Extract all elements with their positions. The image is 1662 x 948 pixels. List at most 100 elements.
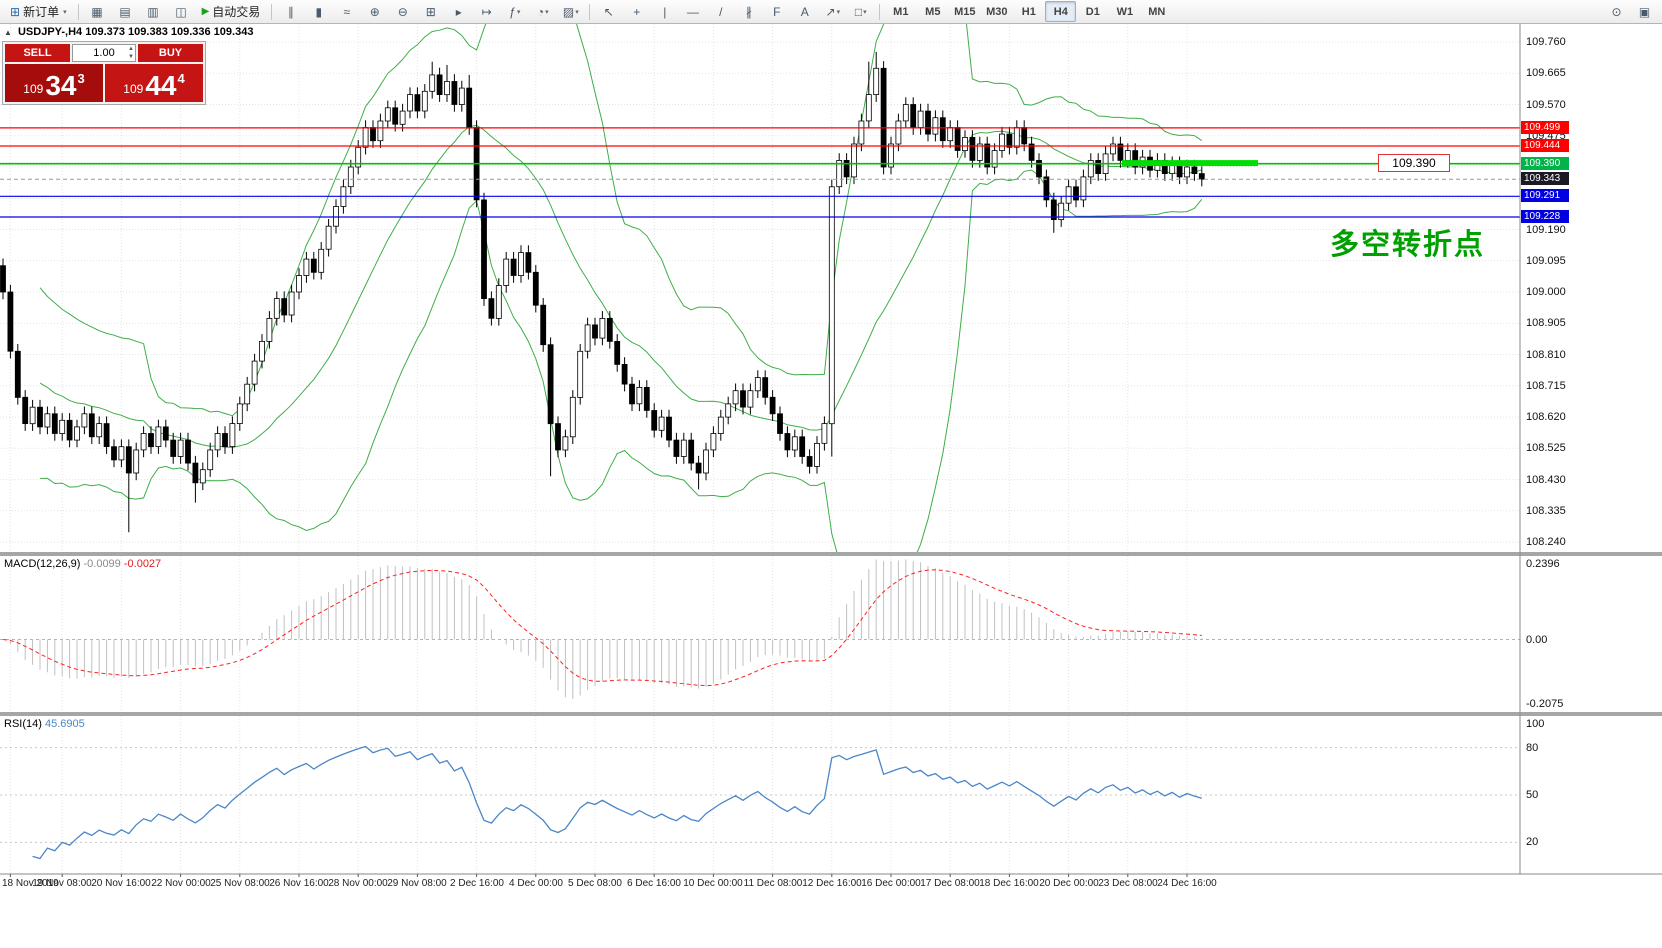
time-axis-label: 10 Dec 00:00 bbox=[683, 878, 743, 889]
auto-scroll-icon[interactable]: ▸ bbox=[445, 1, 472, 22]
magnifier-icon[interactable]: ⊙ bbox=[1603, 1, 1630, 22]
shapes-icon[interactable]: □ ▾ bbox=[847, 1, 874, 22]
fibonacci-icon[interactable]: F bbox=[763, 1, 790, 22]
timeframe-mn[interactable]: MN bbox=[1148, 5, 1166, 18]
channel-icon: ∦ bbox=[745, 4, 752, 19]
indicators-icon[interactable]: ƒ ▾ bbox=[501, 1, 528, 22]
profiles-icon[interactable]: ▤ bbox=[112, 1, 139, 22]
timeframe-h4[interactable]: H4 bbox=[1045, 1, 1077, 22]
bar-chart-icon[interactable]: ∥ bbox=[277, 1, 304, 22]
price-scale-label: 108.335 bbox=[1526, 505, 1566, 517]
price-marker-blue: 109.291 bbox=[1521, 189, 1569, 202]
price-scale-label: 108.810 bbox=[1526, 349, 1566, 361]
rsi-axis-label: 100 bbox=[1526, 718, 1545, 730]
text-icon[interactable]: A bbox=[791, 1, 818, 22]
play-icon: ▶ bbox=[201, 6, 210, 17]
timeframe-m30[interactable]: M30 bbox=[986, 5, 1008, 18]
time-axis-label: 20 Nov 16:00 bbox=[91, 878, 151, 889]
timeframe-m15[interactable]: M15 bbox=[954, 5, 976, 18]
line-chart-icon[interactable]: ≈ bbox=[333, 1, 360, 22]
buy-price-button[interactable]: 109 44 4 bbox=[105, 64, 203, 102]
chart-icon-group: ∥ ▮ ≈ ⊕ ⊖ ⊞ ▸ ↦ ƒ ▾ ◔ ▾ ▨ ▾ bbox=[277, 1, 584, 22]
sell-button[interactable]: SELL bbox=[5, 44, 70, 62]
arrows-icon[interactable]: ↗ ▾ bbox=[819, 1, 846, 22]
time-axis-label: 28 Nov 00:00 bbox=[328, 878, 388, 889]
buy-price-base: 109 bbox=[123, 82, 144, 96]
candlestick-icon[interactable]: ▮ bbox=[305, 1, 332, 22]
timeframe-group: M1 M5 M15 M30 H1 H4 D1 W1 MN bbox=[885, 1, 1172, 22]
bollinger-upper bbox=[39, 24, 1203, 417]
panel-splitter[interactable] bbox=[0, 552, 1662, 556]
timeframe-m1[interactable]: M1 bbox=[893, 5, 909, 18]
zoom-in-icon: ⊕ bbox=[369, 4, 380, 19]
magnifier-icon: ⊙ bbox=[1611, 4, 1622, 19]
timeframe-w1[interactable]: W1 bbox=[1116, 5, 1134, 18]
charts-icon[interactable]: ▦ bbox=[84, 1, 111, 22]
navigator-icon: ◫ bbox=[175, 4, 187, 19]
rsi-panel bbox=[0, 716, 1520, 874]
profiles-icon: ▤ bbox=[119, 4, 131, 19]
timeframe-d1[interactable]: D1 bbox=[1085, 5, 1100, 18]
vertical-line-icon[interactable]: | bbox=[651, 1, 678, 22]
price-scale-label: 109.665 bbox=[1526, 67, 1566, 79]
channel-icon[interactable]: ∦ bbox=[735, 1, 762, 22]
highlight-segment bbox=[1122, 160, 1258, 167]
volume-increase-icon[interactable]: ▲ bbox=[128, 46, 134, 52]
buy-button[interactable]: BUY bbox=[138, 44, 203, 62]
time-axis-label: 26 Nov 16:00 bbox=[269, 878, 329, 889]
rsi-axis-label: 20 bbox=[1526, 836, 1539, 848]
panel-splitter[interactable] bbox=[0, 712, 1662, 716]
auto-trading-button[interactable]: ▶ 自动交易 bbox=[196, 1, 267, 22]
time-axis-label: 19 Nov 08:00 bbox=[32, 878, 92, 889]
crosshair-icon[interactable]: + bbox=[623, 1, 650, 22]
time-axis-label: 23 Dec 08:00 bbox=[1098, 878, 1158, 889]
market-watch-icon[interactable]: ▥ bbox=[140, 1, 167, 22]
panel-chrome bbox=[0, 24, 1662, 877]
time-axis-label: 5 Dec 08:00 bbox=[568, 878, 622, 889]
timeframe-h1[interactable]: H1 bbox=[1021, 5, 1036, 18]
price-label-box[interactable]: 109.390 bbox=[1378, 154, 1450, 172]
new-order-button[interactable]: ⊞ 新订单 ▾ bbox=[4, 1, 73, 22]
macd-signal-value: -0.0027 bbox=[123, 558, 162, 570]
toolbar-separator bbox=[879, 3, 881, 20]
volume-input[interactable]: 1.00 ▲ ▼ bbox=[72, 44, 136, 62]
sell-price-button[interactable]: 109 34 3 bbox=[5, 64, 103, 102]
text-icon: A bbox=[800, 4, 809, 19]
auto-scroll-icon: ▸ bbox=[455, 4, 462, 19]
toolbar-separator bbox=[77, 3, 79, 20]
time-axis-label: 18 Dec 16:00 bbox=[979, 878, 1039, 889]
zoom-out-icon[interactable]: ⊖ bbox=[389, 1, 416, 22]
price-scale-label: 108.240 bbox=[1526, 536, 1566, 548]
chart-canvas[interactable] bbox=[0, 24, 1662, 948]
bollinger-lower bbox=[39, 169, 1203, 552]
chart-shift-icon[interactable]: ↦ bbox=[473, 1, 500, 22]
cursor-icon: ↖ bbox=[603, 4, 614, 19]
periods-icon: ◔ bbox=[536, 4, 545, 19]
trendline-icon: / bbox=[719, 4, 723, 19]
zoom-in-icon[interactable]: ⊕ bbox=[361, 1, 388, 22]
horizontal-line-icon[interactable]: — bbox=[679, 1, 706, 22]
symbol-ohlc-text: USDJPY-,H4 109.373 109.383 109.336 109.3… bbox=[17, 26, 254, 38]
chevron-down-icon: ▾ bbox=[545, 8, 549, 16]
timeframe-m5[interactable]: M5 bbox=[925, 5, 941, 18]
indicators-icon: ƒ bbox=[509, 4, 516, 19]
templates-icon[interactable]: ▨ ▾ bbox=[557, 1, 584, 22]
trendline-icon[interactable]: / bbox=[707, 1, 734, 22]
navigator-icon[interactable]: ◫ bbox=[168, 1, 195, 22]
macd-panel bbox=[0, 556, 1520, 712]
trade-panel-toggle[interactable]: ▲ bbox=[4, 28, 12, 37]
tile-windows-icon[interactable]: ⊞ bbox=[417, 1, 444, 22]
chevron-down-icon: ▾ bbox=[863, 8, 867, 16]
window-layout-icon[interactable]: ▣ bbox=[1631, 1, 1658, 22]
time-axis-label: 22 Nov 00:00 bbox=[151, 878, 211, 889]
price-scale-label: 109.570 bbox=[1526, 99, 1566, 111]
chart-area: ▲ USDJPY-,H4 109.373 109.383 109.336 109… bbox=[0, 24, 1662, 948]
vertical-line-icon: | bbox=[663, 4, 667, 19]
time-axis-label: 4 Dec 00:00 bbox=[509, 878, 563, 889]
cursor-icon[interactable]: ↖ bbox=[595, 1, 622, 22]
periods-icon[interactable]: ◔ ▾ bbox=[529, 1, 556, 22]
volume-decrease-icon[interactable]: ▼ bbox=[128, 54, 134, 60]
macd-axis-min: -0.2075 bbox=[1526, 698, 1564, 710]
time-axis-label: 29 Nov 08:00 bbox=[387, 878, 447, 889]
